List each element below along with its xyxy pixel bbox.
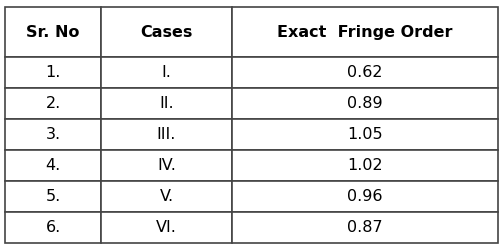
Bar — [101, 88, 232, 119]
Text: Sr. No: Sr. No — [26, 25, 80, 40]
Bar — [232, 88, 498, 119]
Bar — [232, 150, 498, 181]
Bar — [5, 150, 101, 181]
Text: Exact  Fringe Order: Exact Fringe Order — [277, 25, 453, 40]
Text: 1.05: 1.05 — [347, 127, 383, 142]
Text: II.: II. — [159, 96, 174, 111]
Bar — [5, 57, 101, 88]
Text: Cases: Cases — [140, 25, 193, 40]
Text: 2.: 2. — [45, 96, 61, 111]
Bar — [101, 212, 232, 243]
Text: I.: I. — [161, 65, 172, 80]
Bar — [5, 181, 101, 212]
Bar — [232, 119, 498, 150]
Text: 0.89: 0.89 — [347, 96, 383, 111]
Bar — [101, 150, 232, 181]
Bar — [101, 181, 232, 212]
Text: V.: V. — [159, 189, 174, 204]
Text: 4.: 4. — [45, 158, 61, 173]
Text: 3.: 3. — [46, 127, 61, 142]
Bar — [101, 119, 232, 150]
Bar — [5, 7, 101, 57]
Text: 1.: 1. — [45, 65, 61, 80]
Bar — [101, 7, 232, 57]
Bar — [5, 88, 101, 119]
Text: VI.: VI. — [156, 220, 177, 235]
Text: IV.: IV. — [157, 158, 176, 173]
Bar — [5, 212, 101, 243]
Text: 0.96: 0.96 — [347, 189, 383, 204]
Bar — [232, 7, 498, 57]
Bar — [232, 181, 498, 212]
Text: 1.02: 1.02 — [347, 158, 383, 173]
Text: III.: III. — [157, 127, 176, 142]
Text: 0.87: 0.87 — [347, 220, 383, 235]
Text: 6.: 6. — [45, 220, 61, 235]
Text: 5.: 5. — [45, 189, 61, 204]
Bar — [232, 57, 498, 88]
Bar — [232, 212, 498, 243]
Text: 0.62: 0.62 — [347, 65, 383, 80]
Bar — [5, 119, 101, 150]
Bar — [101, 57, 232, 88]
